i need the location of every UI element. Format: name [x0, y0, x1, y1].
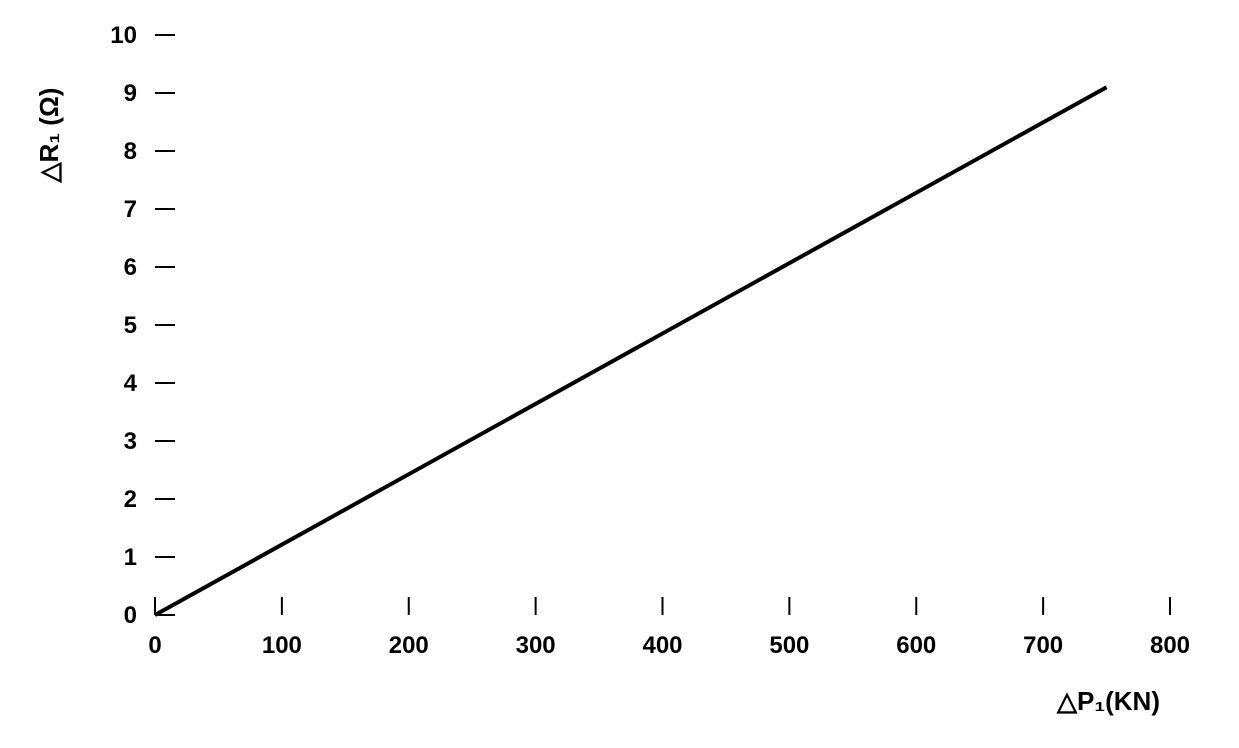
x-tick-label: 800	[1150, 632, 1190, 659]
y-tick-label: 8	[124, 138, 137, 165]
x-tick-label: 0	[148, 632, 161, 659]
line-chart: 0123456789100100200300400500600700800△P₁…	[0, 0, 1239, 748]
y-tick-label: 4	[124, 370, 138, 397]
y-axis-label: △R₁ (Ω)	[34, 88, 64, 184]
y-tick-label: 0	[124, 602, 137, 629]
x-tick-label: 200	[389, 632, 429, 659]
y-tick-label: 6	[124, 254, 137, 281]
x-tick-label: 600	[896, 632, 936, 659]
y-tick-label: 3	[124, 428, 137, 455]
x-tick-label: 100	[262, 632, 302, 659]
chart-container: 0123456789100100200300400500600700800△P₁…	[0, 0, 1239, 748]
x-tick-label: 500	[769, 632, 809, 659]
x-axis-label: △P₁(KN)	[1056, 686, 1160, 716]
y-tick-label: 10	[110, 22, 137, 49]
y-tick-label: 2	[124, 486, 137, 513]
y-tick-label: 7	[124, 196, 137, 223]
y-tick-label: 9	[124, 80, 137, 107]
data-line	[155, 87, 1107, 615]
x-tick-label: 300	[516, 632, 556, 659]
x-tick-label: 700	[1023, 632, 1063, 659]
x-tick-label: 400	[642, 632, 682, 659]
y-tick-label: 5	[124, 312, 137, 339]
y-tick-label: 1	[124, 544, 137, 571]
